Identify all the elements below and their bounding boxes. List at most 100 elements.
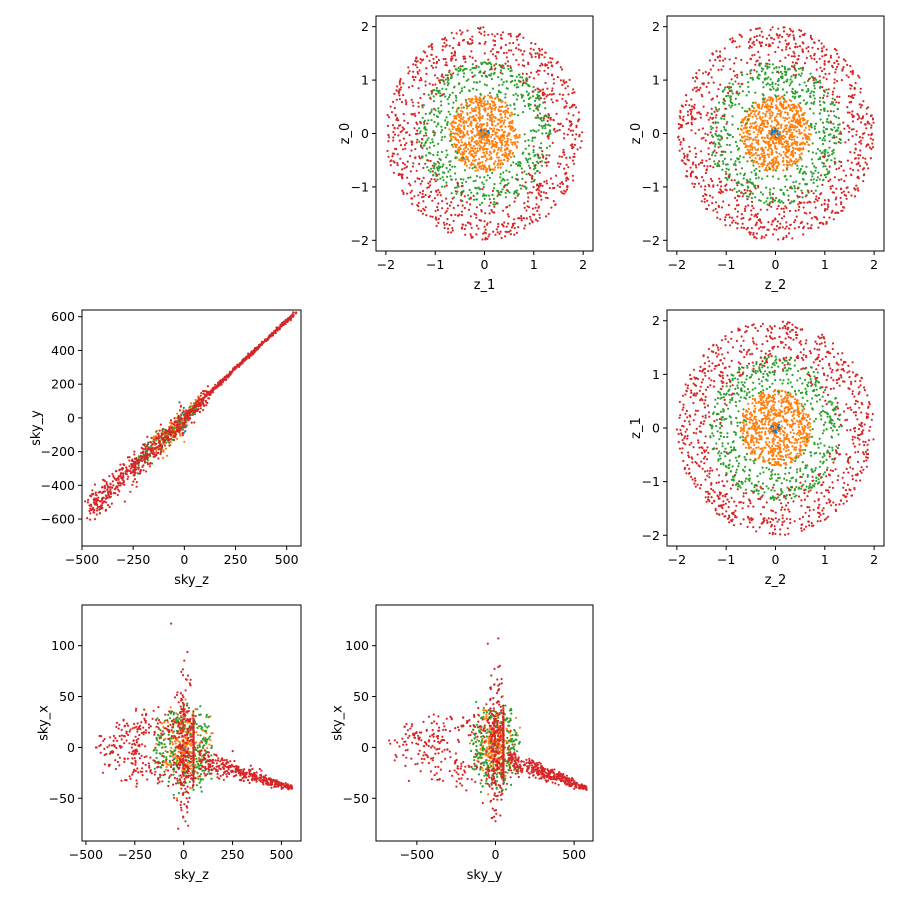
point-green <box>816 176 820 179</box>
point-red <box>559 66 562 69</box>
point-red <box>510 226 513 229</box>
point-red <box>841 68 844 71</box>
point-orange <box>796 148 799 151</box>
point-red <box>478 42 481 45</box>
point-green <box>501 72 504 75</box>
point-orange <box>744 142 747 145</box>
point-red <box>727 175 731 178</box>
point-red <box>805 212 808 215</box>
point-green <box>723 88 726 91</box>
point-red <box>858 164 862 167</box>
point-red <box>464 57 467 60</box>
point-red <box>835 59 838 63</box>
point-orange <box>480 167 483 170</box>
point-green <box>523 133 526 136</box>
point-green <box>444 74 447 77</box>
point-red <box>446 76 449 79</box>
point-orange <box>488 142 491 145</box>
point-red <box>407 72 410 75</box>
point-red <box>754 224 757 227</box>
point-red <box>453 52 457 55</box>
point-red <box>698 69 701 72</box>
point-orange <box>482 155 485 158</box>
point-red <box>540 62 543 65</box>
point-red <box>725 122 728 125</box>
point-red <box>709 116 712 119</box>
point-red <box>746 189 749 192</box>
point-red <box>558 128 561 132</box>
point-red <box>715 114 718 117</box>
point-red <box>537 88 540 91</box>
point-red <box>441 45 444 48</box>
point-green <box>777 200 780 203</box>
point-red <box>542 191 546 194</box>
point-red <box>550 89 554 92</box>
point-red <box>780 217 784 220</box>
point-orange <box>490 111 493 114</box>
point-red <box>843 127 846 130</box>
point-orange <box>471 149 475 152</box>
point-red <box>756 215 759 219</box>
point-green <box>806 101 809 104</box>
point-green <box>745 122 748 125</box>
point-orange <box>496 122 499 125</box>
point-orange <box>152 435 156 438</box>
point-red <box>813 52 816 56</box>
point-green <box>428 112 432 115</box>
point-green <box>506 87 509 90</box>
point-red <box>409 184 412 187</box>
point-red <box>471 41 474 45</box>
point-red <box>564 100 567 103</box>
point-red <box>513 222 516 225</box>
point-red <box>507 215 510 218</box>
point-red <box>870 147 873 151</box>
point-red <box>392 136 395 139</box>
point-red <box>700 176 704 179</box>
point-red <box>840 160 843 164</box>
point-red <box>391 155 394 158</box>
point-red <box>768 34 771 37</box>
point-orange <box>767 143 771 146</box>
point-red <box>821 222 825 225</box>
point-red <box>96 507 99 510</box>
point-red <box>809 36 812 39</box>
point-red <box>390 159 393 162</box>
point-orange <box>476 149 480 152</box>
point-red <box>713 110 716 113</box>
point-green <box>462 72 466 75</box>
point-orange <box>459 153 462 156</box>
point-green <box>442 163 445 166</box>
point-red <box>505 230 509 234</box>
point-orange <box>498 118 501 121</box>
point-green <box>495 62 498 65</box>
point-red <box>393 147 397 150</box>
point-green <box>429 170 432 173</box>
point-green <box>728 87 731 90</box>
point-green <box>520 93 523 96</box>
point-red <box>857 114 860 117</box>
point-red <box>681 159 684 162</box>
point-red <box>757 50 760 54</box>
point-orange <box>474 158 477 161</box>
point-red <box>448 44 451 47</box>
point-red <box>842 169 845 172</box>
point-red <box>420 209 423 213</box>
point-green <box>483 61 486 64</box>
point-green <box>466 105 469 108</box>
point-red <box>789 223 792 226</box>
point-green <box>193 402 196 405</box>
point-red <box>440 75 443 78</box>
point-orange <box>478 147 481 150</box>
point-red <box>701 127 705 130</box>
point-red <box>856 176 859 179</box>
point-orange <box>470 138 474 141</box>
point-green <box>726 163 729 166</box>
point-orange <box>484 129 487 132</box>
point-orange <box>489 96 492 99</box>
point-red <box>527 172 531 175</box>
point-red <box>425 67 428 70</box>
point-red <box>845 186 848 189</box>
point-red <box>539 97 543 100</box>
point-green <box>822 107 826 110</box>
point-red <box>694 175 697 179</box>
